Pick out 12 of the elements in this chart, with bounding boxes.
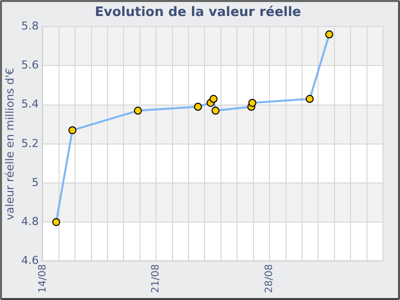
y-tick-label: 5: [32, 176, 39, 189]
y-tick-label: 5.2: [21, 136, 39, 150]
y-tick-label: 4.8: [21, 214, 39, 228]
x-tick-label: 28/08: [264, 264, 276, 294]
y-tick-label: 5.8: [21, 19, 39, 32]
chart-title: Evolution de la valeur réelle: [94, 5, 302, 20]
y-tick-label: 5.4: [21, 98, 39, 111]
y-tick-label: 4.6: [21, 254, 39, 268]
x-tick-label: 14/08: [37, 264, 48, 294]
y-axis-title: valeur réelle en millions d'€: [3, 68, 16, 220]
y-tick-label: 5.6: [21, 58, 39, 72]
x-tick-label: 21/08: [150, 264, 162, 294]
